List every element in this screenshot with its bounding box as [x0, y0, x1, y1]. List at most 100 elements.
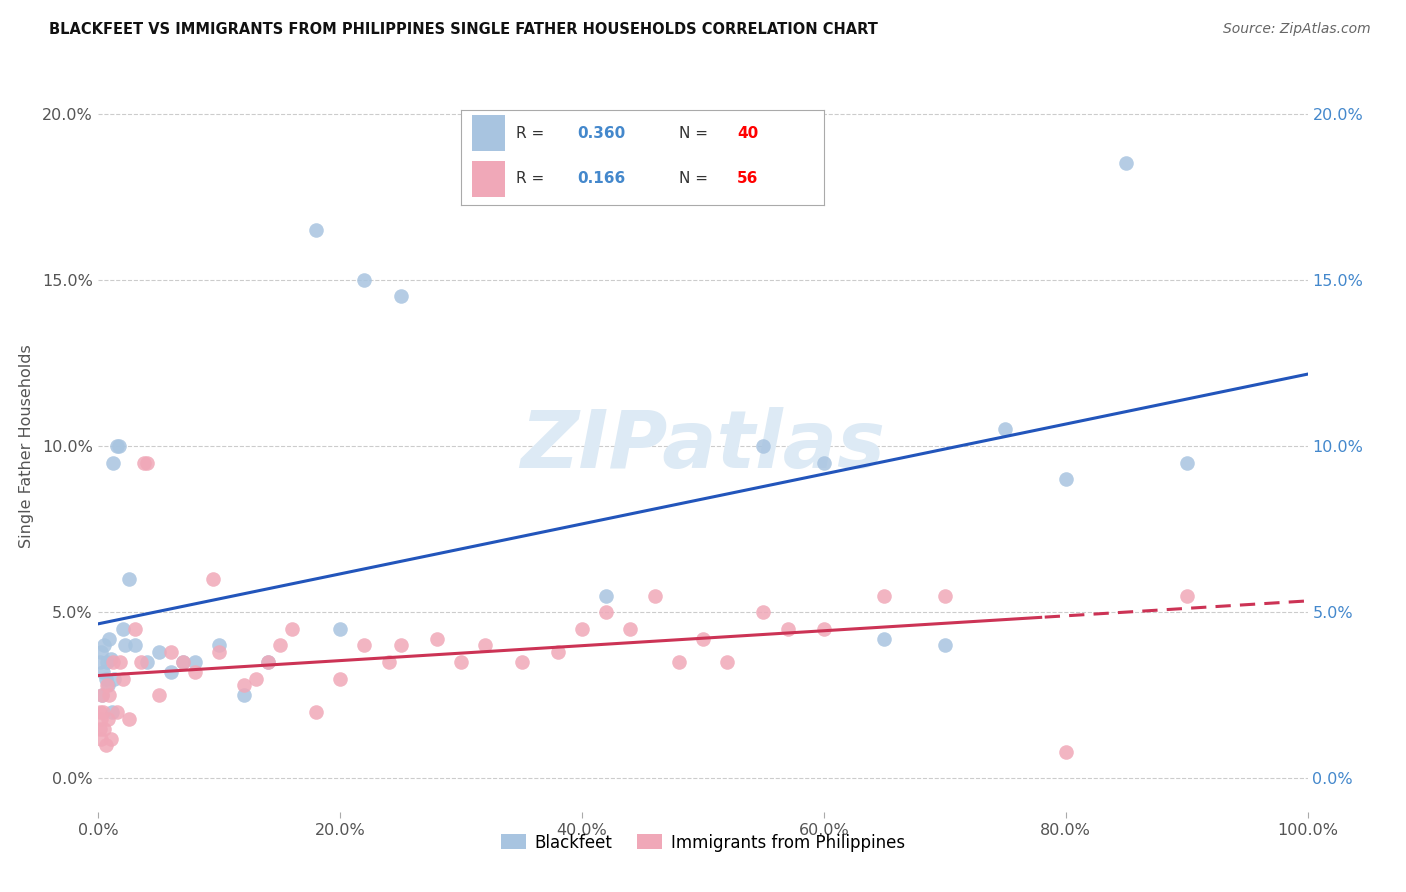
Point: [118, 572, 141, 586]
Point: [89, 705, 111, 719]
Point: [118, 712, 141, 726]
Point: [245, 672, 267, 686]
Point: [111, 622, 134, 636]
Point: [172, 655, 194, 669]
Point: [98, 632, 121, 646]
Point: [135, 456, 157, 470]
Point: [172, 655, 194, 669]
Legend: Blackfeet, Immigrants from Philippines: Blackfeet, Immigrants from Philippines: [495, 827, 911, 858]
Point: [377, 655, 399, 669]
Point: [716, 655, 738, 669]
Point: [208, 645, 231, 659]
Point: [1175, 589, 1198, 603]
Point: [101, 456, 124, 470]
Point: [305, 705, 328, 719]
Point: [100, 652, 122, 666]
Point: [114, 639, 136, 653]
Point: [135, 655, 157, 669]
Point: [90, 731, 112, 746]
Point: [256, 655, 278, 669]
Point: [93, 722, 115, 736]
Point: [619, 622, 641, 636]
Point: [595, 589, 617, 603]
Point: [474, 639, 496, 653]
Point: [97, 678, 120, 692]
Point: [668, 655, 690, 669]
Point: [160, 665, 183, 679]
Point: [426, 632, 449, 646]
Point: [329, 672, 352, 686]
Point: [934, 639, 956, 653]
Point: [994, 422, 1017, 436]
Point: [129, 655, 152, 669]
Point: [108, 439, 131, 453]
Point: [103, 672, 125, 686]
Point: [184, 655, 207, 669]
Point: [813, 456, 835, 470]
Point: [124, 622, 146, 636]
Point: [96, 678, 118, 692]
Point: [202, 572, 225, 586]
Point: [644, 589, 666, 603]
Y-axis label: Single Father Households: Single Father Households: [18, 344, 34, 548]
Point: [752, 605, 775, 619]
Point: [353, 639, 375, 653]
Point: [305, 223, 328, 237]
Point: [101, 655, 124, 669]
Point: [232, 678, 254, 692]
Point: [776, 622, 799, 636]
Point: [97, 712, 120, 726]
Point: [389, 639, 412, 653]
Point: [389, 289, 412, 303]
Point: [353, 273, 375, 287]
Point: [89, 722, 111, 736]
Point: [94, 738, 117, 752]
Point: [571, 622, 593, 636]
Point: [108, 655, 131, 669]
Point: [281, 622, 304, 636]
Point: [1054, 745, 1077, 759]
Point: [89, 655, 111, 669]
Text: ZIPatlas: ZIPatlas: [520, 407, 886, 485]
Point: [90, 645, 112, 659]
Point: [1054, 472, 1077, 486]
Point: [100, 705, 122, 719]
Point: [160, 645, 183, 659]
Point: [91, 705, 114, 719]
Point: [692, 632, 714, 646]
Point: [111, 672, 134, 686]
Point: [450, 655, 472, 669]
Point: [91, 665, 114, 679]
Point: [184, 665, 207, 679]
Point: [134, 456, 156, 470]
Point: [91, 689, 114, 703]
Point: [873, 589, 896, 603]
Point: [595, 605, 617, 619]
Point: [1175, 456, 1198, 470]
Point: [752, 439, 775, 453]
Point: [148, 645, 170, 659]
Point: [100, 731, 122, 746]
Text: Source: ZipAtlas.com: Source: ZipAtlas.com: [1223, 22, 1371, 37]
Point: [94, 672, 117, 686]
Point: [91, 689, 114, 703]
Point: [329, 622, 352, 636]
Point: [232, 689, 254, 703]
Point: [93, 639, 115, 653]
Point: [813, 622, 835, 636]
Point: [105, 439, 128, 453]
Point: [934, 589, 956, 603]
Point: [148, 689, 170, 703]
Point: [208, 639, 231, 653]
Text: BLACKFEET VS IMMIGRANTS FROM PHILIPPINES SINGLE FATHER HOUSEHOLDS CORRELATION CH: BLACKFEET VS IMMIGRANTS FROM PHILIPPINES…: [49, 22, 879, 37]
Point: [269, 639, 291, 653]
Point: [1115, 156, 1137, 170]
Point: [873, 632, 896, 646]
Point: [96, 655, 118, 669]
Point: [510, 655, 533, 669]
Point: [547, 645, 569, 659]
Point: [124, 639, 146, 653]
Point: [256, 655, 278, 669]
Point: [105, 705, 128, 719]
Point: [90, 712, 112, 726]
